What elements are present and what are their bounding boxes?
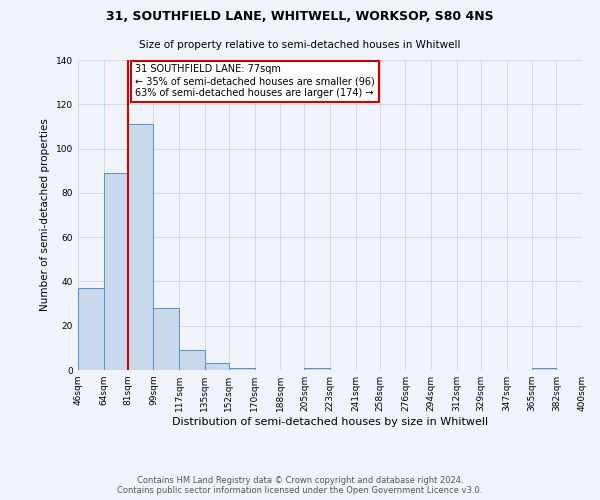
Text: 31, SOUTHFIELD LANE, WHITWELL, WORKSOP, S80 4NS: 31, SOUTHFIELD LANE, WHITWELL, WORKSOP, … — [106, 10, 494, 23]
Bar — [179, 350, 205, 370]
Text: Size of property relative to semi-detached houses in Whitwell: Size of property relative to semi-detach… — [139, 40, 461, 50]
Text: 31 SOUTHFIELD LANE: 77sqm
← 35% of semi-detached houses are smaller (96)
63% of : 31 SOUTHFIELD LANE: 77sqm ← 35% of semi-… — [135, 64, 374, 98]
Bar — [154, 308, 179, 370]
X-axis label: Distribution of semi-detached houses by size in Whitwell: Distribution of semi-detached houses by … — [172, 417, 488, 427]
Bar — [304, 368, 330, 370]
Bar — [532, 368, 556, 370]
Bar — [128, 124, 154, 370]
Bar — [205, 364, 229, 370]
Bar — [78, 288, 104, 370]
Text: Contains HM Land Registry data © Crown copyright and database right 2024.
Contai: Contains HM Land Registry data © Crown c… — [118, 476, 482, 495]
Bar — [104, 173, 128, 370]
Bar — [229, 368, 254, 370]
Y-axis label: Number of semi-detached properties: Number of semi-detached properties — [40, 118, 50, 312]
